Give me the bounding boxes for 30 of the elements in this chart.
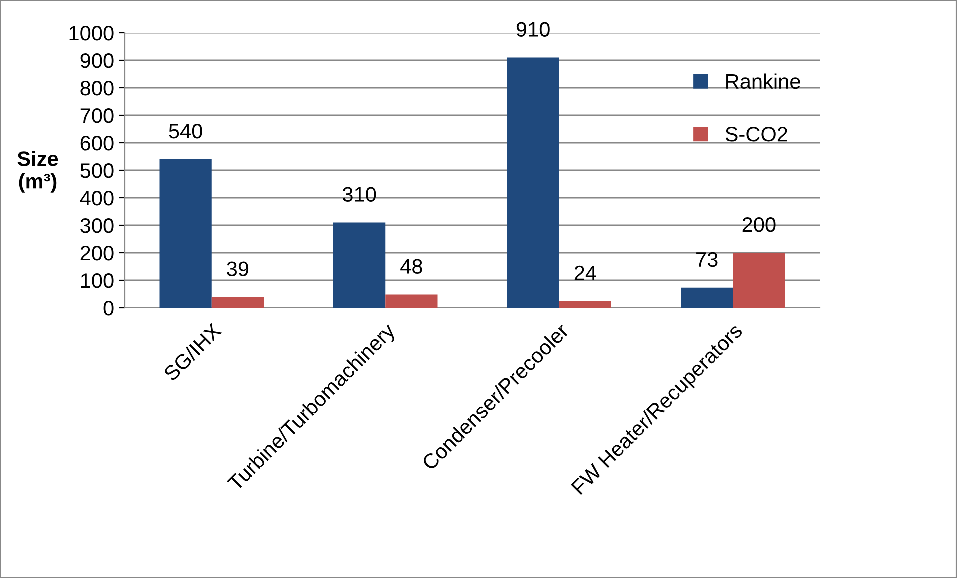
legend-label: S-CO2 — [726, 127, 788, 142]
y-tick-label: 900 — [80, 54, 114, 68]
data-label: 48 — [400, 259, 422, 274]
legend-label: Rankine — [726, 74, 800, 90]
bar — [160, 160, 212, 308]
data-label: 310 — [342, 187, 376, 202]
data-label: 73 — [696, 252, 718, 268]
bar — [681, 288, 734, 308]
y-tick-label: 1000 — [70, 26, 114, 41]
bar — [212, 297, 264, 308]
y-tick-label: 300 — [80, 218, 114, 234]
y-tick-label: 200 — [80, 246, 114, 261]
y-tick-label: 0 — [104, 301, 114, 316]
data-label: 540 — [169, 124, 202, 139]
y-tick-label: 400 — [80, 191, 114, 206]
data-label: 24 — [574, 266, 596, 280]
y-axis-title: Size (m³) — [18, 151, 58, 193]
bar — [334, 222, 386, 308]
y-tick-label: 500 — [80, 164, 114, 178]
y-tick-label: 100 — [81, 274, 114, 288]
y-tick-label: 600 — [80, 136, 114, 151]
data-label: 910 — [516, 22, 550, 37]
bar — [507, 58, 560, 308]
bar — [386, 294, 438, 308]
data-label: 39 — [227, 262, 249, 276]
bar — [733, 253, 786, 308]
y-tick-label: 800 — [80, 81, 114, 96]
bar — [559, 301, 612, 308]
data-label: 200 — [742, 217, 776, 232]
y-tick-label: 700 — [80, 108, 114, 124]
